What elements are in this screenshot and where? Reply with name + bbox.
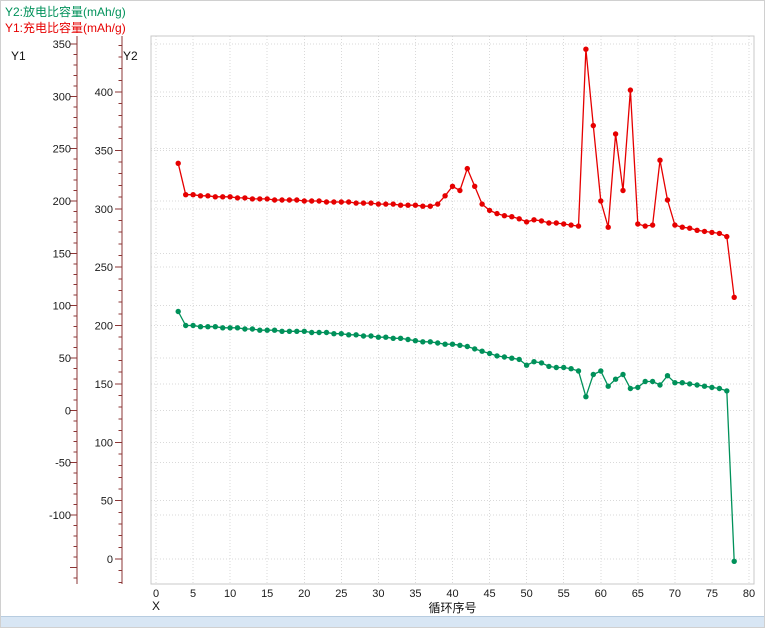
svg-text:25: 25 xyxy=(335,588,347,600)
svg-text:100: 100 xyxy=(53,301,71,313)
svg-text:50: 50 xyxy=(59,353,71,365)
legend-discharge-label: Y2:放电比容量(mAh/g) xyxy=(5,5,126,19)
svg-text:75: 75 xyxy=(706,588,718,600)
svg-text:300: 300 xyxy=(53,91,71,103)
svg-text:100: 100 xyxy=(95,437,113,449)
horizontal-scrollbar[interactable] xyxy=(1,616,764,627)
legend-item-charge: Y1:充电比容量(mAh/g) xyxy=(5,20,126,36)
svg-text:70: 70 xyxy=(669,588,681,600)
svg-text:5: 5 xyxy=(190,588,196,600)
svg-text:-100: -100 xyxy=(49,510,71,522)
svg-text:300: 300 xyxy=(95,204,113,216)
svg-text:65: 65 xyxy=(632,588,644,600)
svg-text:400: 400 xyxy=(95,87,113,99)
svg-text:150: 150 xyxy=(95,379,113,391)
svg-text:30: 30 xyxy=(372,588,384,600)
svg-text:250: 250 xyxy=(95,262,113,274)
svg-text:0: 0 xyxy=(107,554,113,566)
chart-legend: Y2:放电比容量(mAh/g) Y1:充电比容量(mAh/g) xyxy=(5,4,126,36)
y1-axis-title: Y1 xyxy=(11,49,26,63)
svg-text:20: 20 xyxy=(298,588,310,600)
svg-text:200: 200 xyxy=(53,196,71,208)
svg-text:15: 15 xyxy=(261,588,273,600)
svg-text:150: 150 xyxy=(53,248,71,260)
svg-text:10: 10 xyxy=(224,588,236,600)
legend-charge-label: Y1:充电比容量(mAh/g) xyxy=(5,21,126,35)
x-axis-title-short: X xyxy=(152,599,161,613)
svg-text:350: 350 xyxy=(53,39,71,51)
svg-text:0: 0 xyxy=(153,588,159,600)
svg-text:55: 55 xyxy=(558,588,570,600)
svg-text:80: 80 xyxy=(743,588,755,600)
series-line-y1 xyxy=(177,49,735,298)
svg-text:200: 200 xyxy=(95,321,113,333)
legend-item-discharge: Y2:放电比容量(mAh/g) xyxy=(5,4,126,20)
svg-text:350: 350 xyxy=(95,145,113,157)
svg-text:40: 40 xyxy=(446,588,458,600)
series-line-y2 xyxy=(177,311,735,562)
y2-axis-title: Y2 xyxy=(123,49,138,63)
svg-text:50: 50 xyxy=(521,588,533,600)
svg-text:-50: -50 xyxy=(55,458,71,470)
chart-canvas: 350300250200150100500-50-100400350300250… xyxy=(49,35,755,600)
svg-text:60: 60 xyxy=(595,588,607,600)
svg-text:250: 250 xyxy=(53,144,71,156)
svg-text:45: 45 xyxy=(483,588,495,600)
svg-text:50: 50 xyxy=(101,496,113,508)
x-axis-label: 循环序号 xyxy=(428,601,477,615)
svg-text:0: 0 xyxy=(65,405,71,417)
svg-text:35: 35 xyxy=(409,588,421,600)
